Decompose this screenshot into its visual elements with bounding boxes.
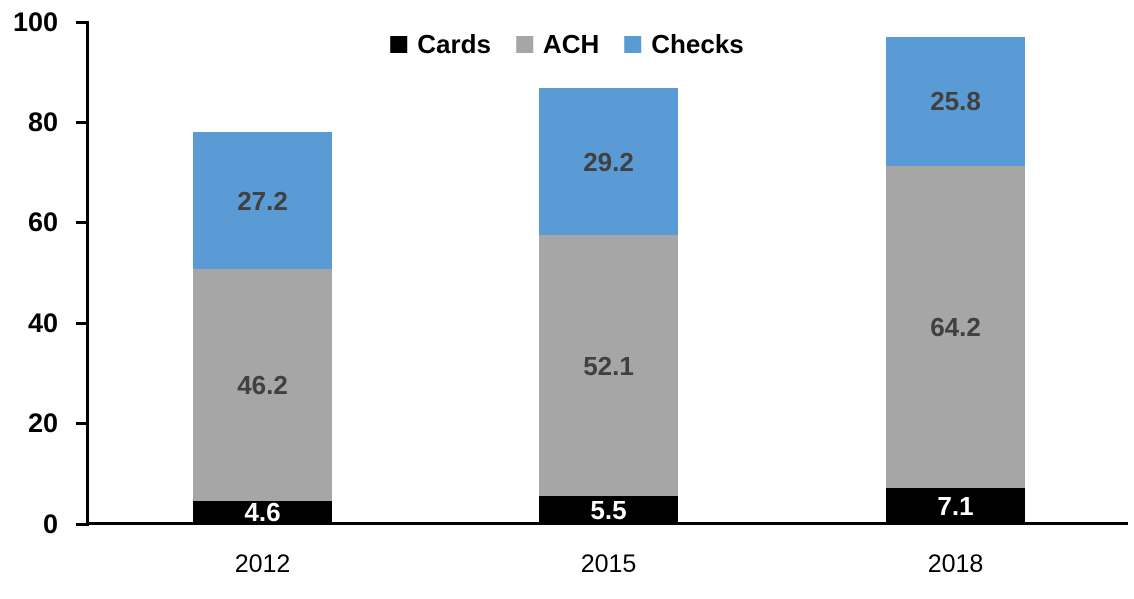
bar-2015-checks-segment: 29.2 xyxy=(539,88,678,235)
x-axis-label-2015: 2015 xyxy=(580,550,637,578)
bar-2018-ach-segment: 64.2 xyxy=(886,166,1025,489)
bar-2015-cards-segment: 5.5 xyxy=(539,496,678,524)
legend-swatch-checks-icon xyxy=(624,35,642,53)
chart-legend: Cards ACH Checks xyxy=(390,31,744,57)
bar-2018-cards-segment: 7.1 xyxy=(886,488,1025,524)
legend-item-cards: Cards xyxy=(390,31,491,57)
y-axis-tick-label: 80 xyxy=(27,106,58,137)
y-axis-tick-label: 100 xyxy=(12,6,58,37)
y-axis-tick xyxy=(76,422,88,426)
y-axis-tick xyxy=(76,221,88,225)
legend-swatch-ach-icon xyxy=(515,35,533,53)
y-axis-tick xyxy=(76,20,88,24)
bar-2012-cards-segment: 4.6 xyxy=(193,497,332,528)
legend-item-ach: ACH xyxy=(515,29,600,59)
y-axis-line xyxy=(86,21,89,526)
data-label: 4.6 xyxy=(244,497,281,528)
data-label: 5.5 xyxy=(590,495,627,526)
data-label: 27.2 xyxy=(237,185,288,216)
bar-2012-checks-segment: 27.2 xyxy=(193,132,332,269)
y-axis-tick xyxy=(76,321,88,325)
bar-2012-ach-segment: 46.2 xyxy=(193,268,332,501)
y-axis-tick xyxy=(76,120,88,124)
x-axis-label-2012: 2012 xyxy=(234,550,291,578)
data-label: 25.8 xyxy=(930,86,981,117)
data-label: 64.2 xyxy=(930,312,981,343)
bar-2015-ach-segment: 52.1 xyxy=(539,234,678,497)
data-label: 46.2 xyxy=(237,369,288,400)
legend-label: Cards xyxy=(417,29,491,59)
data-label: 29.2 xyxy=(583,146,634,177)
legend-label: Checks xyxy=(651,29,744,59)
y-axis-tick-label: 40 xyxy=(27,307,58,338)
x-axis-label-2018: 2018 xyxy=(927,550,984,578)
legend-label: ACH xyxy=(542,29,600,59)
bar-2018-checks-segment: 25.8 xyxy=(886,36,1025,167)
data-label: 7.1 xyxy=(937,491,974,522)
y-axis-tick-label: 0 xyxy=(42,508,58,539)
y-axis-tick-label: 60 xyxy=(27,207,58,238)
legend-item-checks: Checks xyxy=(624,31,744,57)
y-axis-tick-label: 20 xyxy=(27,408,58,439)
y-axis-tick xyxy=(76,522,88,526)
legend-swatch-cards-icon xyxy=(390,35,408,53)
data-label: 52.1 xyxy=(583,350,634,381)
